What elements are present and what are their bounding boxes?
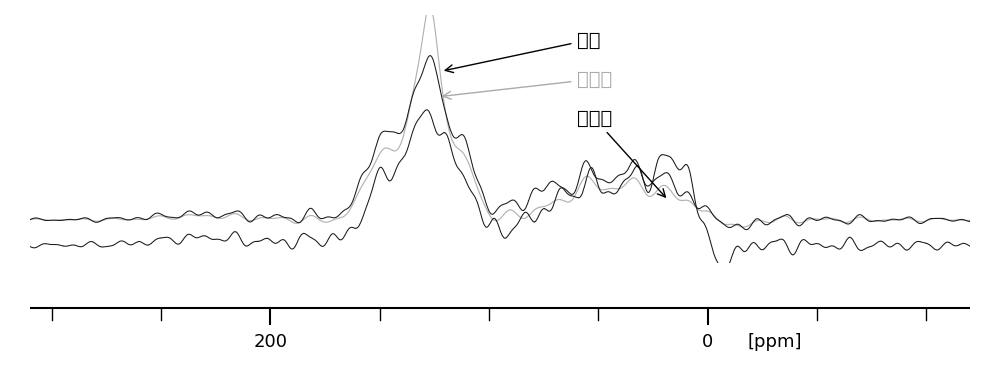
Text: 0: 0 (702, 333, 713, 351)
Text: 200: 200 (253, 333, 287, 351)
Text: 机动车: 机动车 (577, 109, 665, 197)
Text: 生物质: 生物质 (443, 70, 612, 99)
Text: 燃焚: 燃焚 (445, 31, 600, 73)
Text: [ppm]: [ppm] (747, 333, 802, 351)
